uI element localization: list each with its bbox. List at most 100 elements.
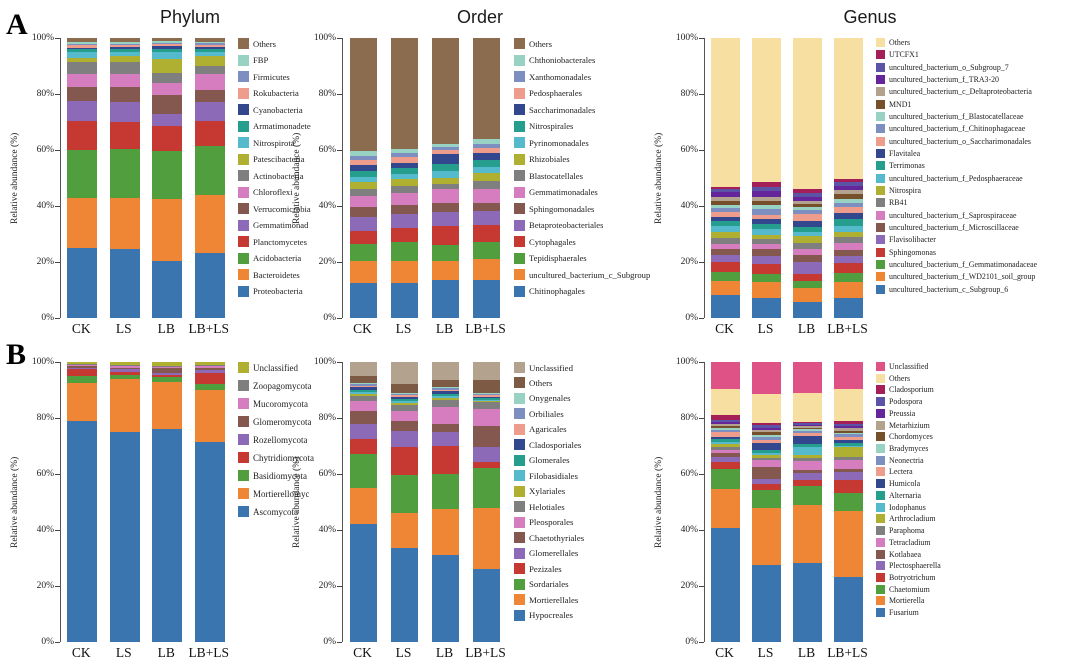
- bar-segment: [194, 46, 225, 50]
- bar-segment: [752, 209, 781, 216]
- legend-label: Planctomycetes: [253, 236, 307, 247]
- x-category-label: LB+LS: [465, 645, 506, 660]
- legend-label: Patescibacteria: [253, 154, 305, 164]
- bar-segment: [834, 457, 863, 461]
- bar-segment: [432, 395, 459, 398]
- legend-item: uncultured_bacterium_c_Deltaproteobacter…: [876, 87, 1080, 97]
- x-axis-labels: CK LS LB LB+LS: [704, 321, 868, 337]
- y-tick-mark: [55, 585, 60, 587]
- bar-segment: [793, 469, 822, 473]
- bar-segment: [834, 576, 863, 642]
- bar-segment: [793, 433, 822, 437]
- bar-segment: [793, 243, 822, 250]
- legend-swatch: [876, 408, 885, 418]
- bar-segment: [752, 196, 781, 201]
- legend-item: Metarhizium: [876, 420, 1080, 430]
- legend-item: uncultured_bacterium_c_Subgroup_6: [876, 284, 1080, 294]
- bar-segment: [752, 215, 781, 220]
- bar-segment: [432, 144, 459, 148]
- bar-segment: [473, 362, 500, 381]
- bar-segment: [67, 365, 98, 366]
- legend-swatch: [514, 408, 525, 420]
- bar-segment: [391, 148, 418, 153]
- bar-segment: [350, 393, 377, 396]
- y-tick-mark: [55, 417, 60, 419]
- legend-item: uncultured_bacterium_f_Saprospiraceae: [876, 210, 1080, 220]
- legend-swatch: [876, 185, 885, 195]
- bar-segment: [834, 432, 863, 435]
- legend-swatch: [238, 153, 249, 165]
- bar-segment: [711, 439, 740, 443]
- bar-segment: [752, 263, 781, 274]
- bar-segment: [350, 391, 377, 394]
- legend-swatch: [238, 137, 249, 148]
- legend-swatch: [514, 252, 525, 264]
- legend-item: Rhizobiales: [514, 153, 668, 165]
- bar-segment: [793, 472, 822, 480]
- bar-segment: [752, 460, 781, 468]
- legend-item: Saccharimonadales: [514, 104, 668, 115]
- bar-segment: [67, 382, 98, 421]
- bar-segment: [473, 241, 500, 259]
- bar-segment: [834, 447, 863, 458]
- plot-area: CK LS LB LB+LS: [342, 38, 507, 337]
- bar-segment: [67, 51, 98, 58]
- legend-label: Podospora: [889, 397, 923, 407]
- y-tick-label: 0%: [323, 313, 336, 323]
- plot-area: CK LS LB LB+LS: [60, 38, 231, 337]
- bar-segment: [109, 148, 140, 198]
- bar-segment: [432, 225, 459, 246]
- x-category-label: LB: [797, 645, 816, 660]
- bar-segment: [194, 43, 225, 45]
- y-tick-label: 80%: [36, 89, 54, 99]
- bar-segment: [752, 282, 781, 298]
- legend-swatch: [238, 470, 249, 481]
- bar-segment: [391, 38, 418, 149]
- legend-swatch: [514, 54, 525, 66]
- bar-segment: [194, 120, 225, 146]
- legend-swatch: [238, 452, 249, 463]
- bar-segment: [109, 367, 140, 369]
- bar-segment: [793, 430, 822, 434]
- bar-segment: [473, 153, 500, 161]
- x-category-label: CK: [71, 645, 91, 660]
- bar-segment: [711, 423, 740, 426]
- bar-segment: [473, 446, 500, 463]
- x-category-label: LS: [115, 645, 132, 660]
- plot-area: CK LS LB LB+LS: [60, 362, 231, 661]
- bar-segment: [350, 231, 377, 244]
- legend-swatch: [514, 594, 525, 606]
- bar-segment: [350, 401, 377, 411]
- bar-segment: [432, 177, 459, 184]
- bar-segment: [109, 51, 140, 57]
- y-tick-label: 40%: [680, 525, 698, 535]
- legend-label: Nitrospira: [889, 185, 921, 195]
- x-category-label: LS: [757, 645, 774, 660]
- legend-item: Sordariales: [514, 578, 668, 590]
- bar-segment: [473, 173, 500, 182]
- legend-item: Lectera: [876, 467, 1080, 477]
- bar-segment: [109, 364, 140, 367]
- legend-swatch: [514, 454, 525, 466]
- bar-segment: [752, 489, 781, 508]
- bar-segment: [432, 38, 459, 145]
- legend-label: uncultured_bacterium_o_Subgroup_7: [889, 62, 1009, 72]
- legend-label: uncultured_bacterium_f_WD2101_soil_group: [889, 272, 1036, 282]
- legend-label: Paraphoma: [889, 526, 925, 536]
- bar-segment: [473, 462, 500, 468]
- bar-segment: [432, 149, 459, 155]
- legend-swatch: [238, 506, 249, 517]
- y-tick-label: 40%: [36, 525, 54, 535]
- bar-segment: [834, 421, 863, 425]
- legend-swatch: [876, 50, 885, 60]
- bar-segment: [391, 399, 418, 402]
- bar-segment: [152, 374, 183, 378]
- bar-segment: [752, 432, 781, 435]
- bar-segment: [194, 74, 225, 90]
- y-axis-ticks: 0% 20% 40% 60% 80% 100%: [668, 33, 704, 323]
- bar-segment: [67, 149, 98, 198]
- bar-segment: [67, 49, 98, 52]
- bar-segment: [432, 362, 459, 381]
- bar-segment: [432, 388, 459, 390]
